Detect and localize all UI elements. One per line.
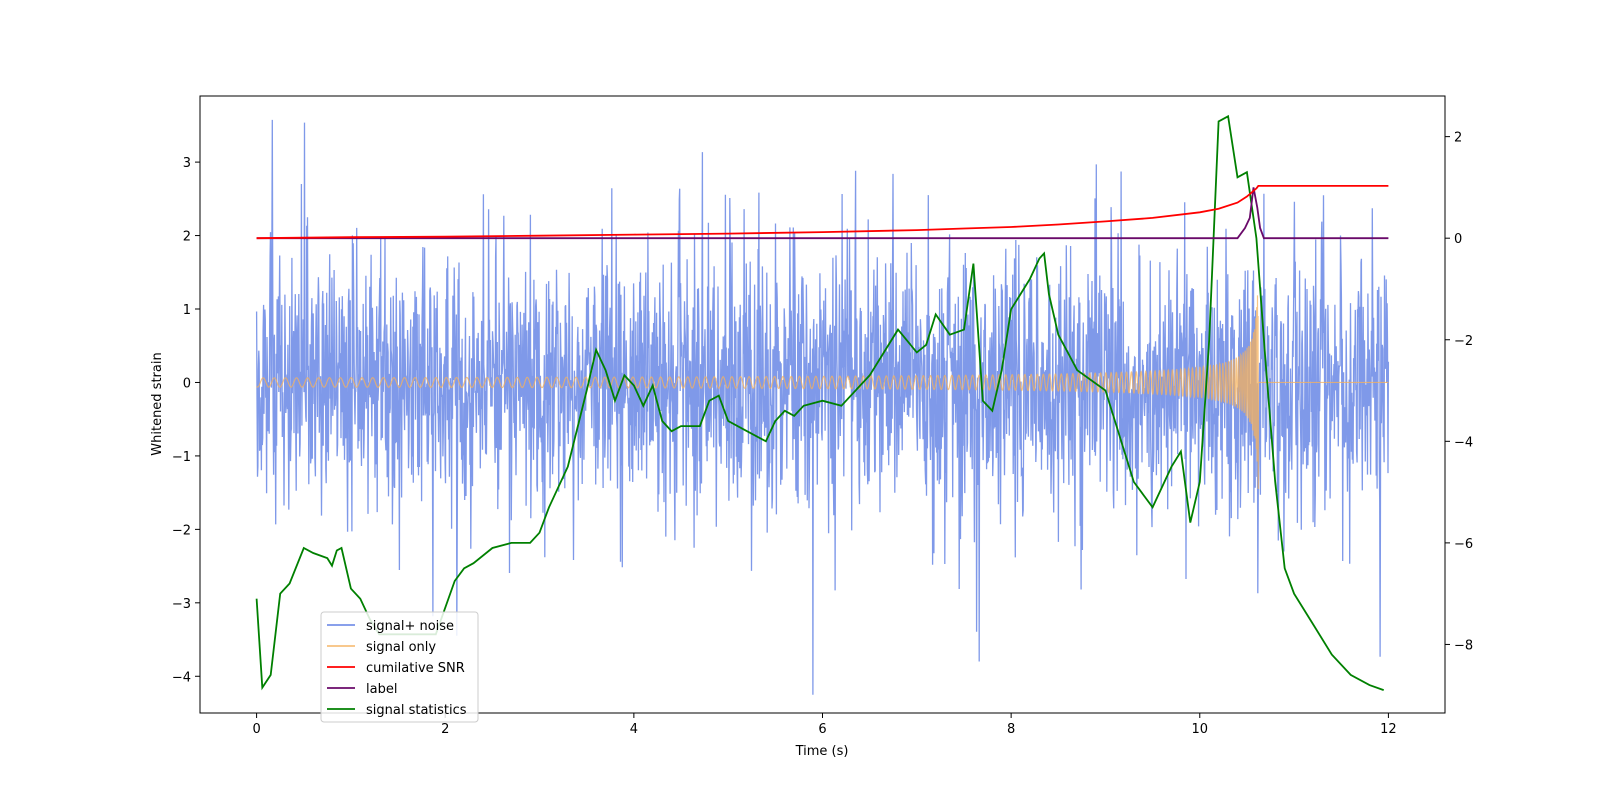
y-right-tick-label: 2 <box>1454 131 1462 146</box>
x-tick-label: 10 <box>1191 722 1208 737</box>
x-tick-label: 0 <box>252 722 260 737</box>
y-tick-label: −4 <box>172 670 191 685</box>
x-tick-label: 2 <box>441 722 449 737</box>
y-tick-label: 2 <box>183 230 191 245</box>
legend-item: signal only <box>327 640 436 655</box>
y-tick-label: 0 <box>183 376 191 391</box>
legend-item: cumilative SNR <box>327 661 465 676</box>
x-tick-label: 6 <box>818 722 826 737</box>
y-axis-left: −4 −3 −2 −1 0 1 2 3 <box>172 156 200 685</box>
x-tick-label: 12 <box>1380 722 1397 737</box>
legend-item: signal statistics <box>327 703 467 718</box>
legend-label: signal only <box>366 640 436 655</box>
y-tick-label: 1 <box>183 303 191 318</box>
y-right-tick-label: −8 <box>1454 638 1473 653</box>
x-tick-label: 8 <box>1007 722 1015 737</box>
legend: signal+ noise signal only cumilative SNR la… <box>320 611 479 723</box>
y-right-tick-label: −4 <box>1454 435 1473 450</box>
y-right-tick-label: −2 <box>1454 334 1473 349</box>
legend-item: label <box>327 682 397 697</box>
series-signal-plus-noise <box>255 119 1390 695</box>
y-tick-label: −1 <box>172 450 191 465</box>
legend-label: label <box>366 682 397 697</box>
y-tick-label: −2 <box>172 523 191 538</box>
legend-label: signal+ noise <box>366 619 454 634</box>
series-signal-only <box>256 295 1389 489</box>
y-axis-right: −8 −6 −4 −2 0 2 <box>1445 131 1473 653</box>
y-axis-label: Whitened strain <box>150 352 165 455</box>
legend-item: signal+ noise <box>327 619 454 634</box>
legend-label: signal statistics <box>366 703 467 718</box>
y-tick-label: 3 <box>183 156 191 171</box>
series-cumulative-snr <box>256 185 1389 240</box>
x-axis-label: Time (s) <box>795 744 849 759</box>
y-tick-label: −3 <box>172 597 191 612</box>
series-label <box>256 187 1389 240</box>
y-right-tick-label: 0 <box>1454 232 1462 247</box>
legend-label: cumilative SNR <box>366 661 465 676</box>
legend-box <box>320 611 479 723</box>
x-tick-label: 4 <box>630 722 638 737</box>
y-right-tick-label: −6 <box>1454 537 1473 552</box>
